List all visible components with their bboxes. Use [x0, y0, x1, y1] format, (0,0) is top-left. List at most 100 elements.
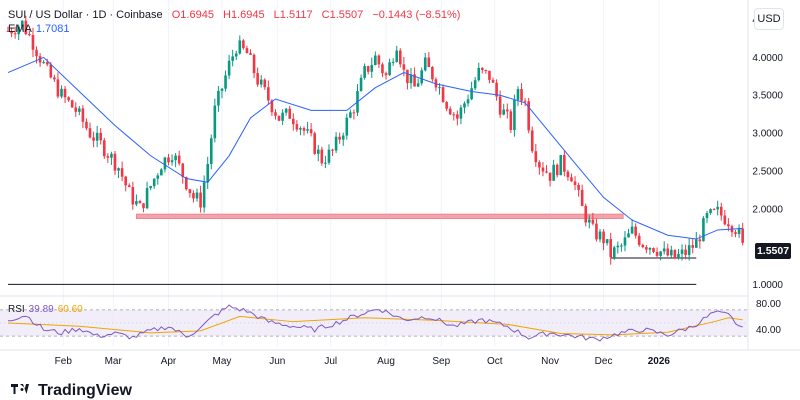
candle-up	[477, 67, 481, 81]
rsi-tick-label: 80.00	[756, 299, 781, 310]
candle-down	[138, 201, 142, 204]
candle-down	[124, 176, 127, 186]
candle-up	[705, 213, 709, 219]
candle-down	[584, 205, 588, 223]
candle-up	[395, 50, 399, 62]
candle-down	[641, 244, 645, 248]
candle-down	[602, 231, 605, 244]
candle-down	[637, 235, 641, 245]
time-tick-label: 2026	[648, 356, 671, 367]
candle-down	[541, 167, 545, 172]
candle-down	[167, 157, 170, 163]
candle-down	[53, 77, 56, 80]
candle-up	[359, 77, 363, 92]
candle-up	[516, 89, 520, 100]
ema-legend[interactable]: EMA 1.7081	[8, 22, 460, 36]
price-tick-label: 3.5000	[752, 91, 783, 102]
time-tick-label: Nov	[541, 356, 559, 367]
time-tick-label: Apr	[161, 356, 177, 367]
candle-down	[67, 97, 70, 101]
candle-down	[441, 87, 445, 103]
candle-down	[24, 20, 28, 35]
candle-up	[687, 245, 691, 256]
candle-up	[117, 168, 120, 171]
price-tick-label: 2.0000	[752, 204, 783, 215]
candle-up	[341, 135, 345, 140]
candle-down	[741, 228, 744, 243]
candle-down	[188, 189, 192, 194]
candle-down	[377, 55, 381, 65]
candle-up	[388, 62, 391, 76]
candle-down	[13, 33, 17, 35]
candle-down	[70, 100, 74, 108]
candle-down	[666, 248, 670, 256]
rsi-legend[interactable]: RSI 39.89 60.60	[8, 304, 83, 315]
candle-up	[324, 162, 327, 164]
candle-up	[20, 20, 24, 27]
candle-down	[277, 115, 281, 121]
candle-down	[256, 73, 259, 85]
candle-down	[484, 70, 488, 72]
candle-up	[110, 153, 113, 158]
candle-down	[131, 187, 135, 205]
candle-up	[224, 75, 227, 89]
candle-down	[106, 156, 110, 158]
candle-down	[102, 140, 106, 157]
candle-down	[645, 247, 648, 250]
candle-down	[481, 67, 484, 71]
candle-down	[555, 164, 559, 176]
candle-down	[570, 177, 573, 182]
candle-down	[452, 114, 456, 116]
candle-down	[498, 96, 502, 115]
candle-down	[398, 50, 402, 65]
candle-up	[213, 105, 217, 139]
candle-down	[488, 70, 491, 80]
time-tick-label: Oct	[487, 356, 503, 367]
time-axis: Feb Mar Apr May Jun Jul Aug Sep Oct Nov Dec 2026	[55, 356, 671, 367]
candle-down	[99, 132, 103, 141]
candle-down	[538, 162, 541, 168]
candle-up	[709, 209, 712, 214]
candle-down	[402, 64, 406, 70]
ohlc-low: L1.5117	[273, 9, 313, 21]
candle-up	[559, 155, 563, 176]
candle-up	[670, 249, 673, 256]
candle-up	[370, 65, 374, 72]
candle-up	[156, 175, 160, 179]
candle-down	[263, 79, 267, 88]
candle-down	[10, 31, 13, 34]
candle-down	[381, 64, 384, 74]
candle-up	[174, 155, 177, 161]
candle-down	[413, 74, 416, 87]
currency-button[interactable]: USD	[754, 8, 784, 30]
candle-up	[217, 90, 220, 106]
candle-up	[409, 74, 413, 84]
candle-down	[74, 107, 78, 112]
candle-down	[6, 30, 10, 32]
support-zone	[136, 213, 624, 219]
candle-up	[459, 107, 463, 119]
candle-up	[659, 251, 662, 256]
rsi-tick-label: 40.00	[756, 325, 781, 336]
time-tick-label: May	[213, 356, 232, 367]
time-tick-label: Aug	[377, 356, 395, 367]
price-chart[interactable]: 4.50004.00003.50003.00002.50002.00001.00…	[0, 0, 800, 372]
rsi-value: 39.89	[28, 304, 54, 315]
symbol-title[interactable]: SUI / US Dollar · 1D · Coinbase	[8, 9, 163, 21]
candle-up	[345, 117, 349, 136]
time-tick-label: Sep	[432, 356, 450, 367]
ohlc-high: H1.6945	[223, 9, 265, 21]
candle-down	[302, 128, 306, 131]
chart-grid	[0, 0, 800, 351]
candlesticks	[6, 15, 744, 265]
tradingview-brand[interactable]: TradingView	[8, 382, 132, 399]
candle-down	[331, 149, 334, 151]
time-tick-label: Jun	[269, 356, 285, 367]
candle-down	[609, 239, 612, 258]
candle-down	[734, 232, 737, 235]
candle-down	[534, 151, 538, 163]
rsi-panel: 80.00 40.00	[0, 299, 781, 342]
chart-header: SUI / US Dollar · 1D · Coinbase O1.6945 …	[8, 8, 460, 36]
last-price-tag: 1.5507	[755, 243, 791, 259]
candle-up	[620, 245, 623, 247]
